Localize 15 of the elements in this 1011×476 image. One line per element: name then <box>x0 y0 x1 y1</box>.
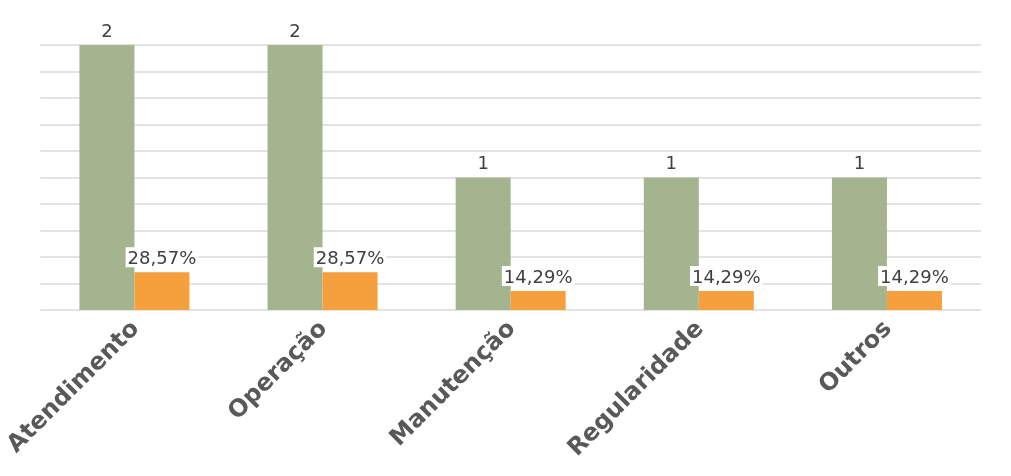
bar <box>134 272 190 310</box>
data-label: 2 <box>101 19 113 41</box>
data-label: 1 <box>665 152 678 173</box>
data-label: 14,29% <box>691 265 761 287</box>
data-label: 14,29% <box>503 265 573 287</box>
bar <box>510 291 566 310</box>
data-label: 14,29% <box>880 265 949 287</box>
bar <box>698 291 754 310</box>
data-label: 28,57% <box>315 246 385 268</box>
bar <box>322 272 378 310</box>
data-label: 1 <box>853 152 866 173</box>
data-label: 2 <box>289 19 301 41</box>
bar <box>886 291 942 310</box>
data-label: 1 <box>477 152 489 173</box>
data-label: 28,57% <box>127 246 197 268</box>
